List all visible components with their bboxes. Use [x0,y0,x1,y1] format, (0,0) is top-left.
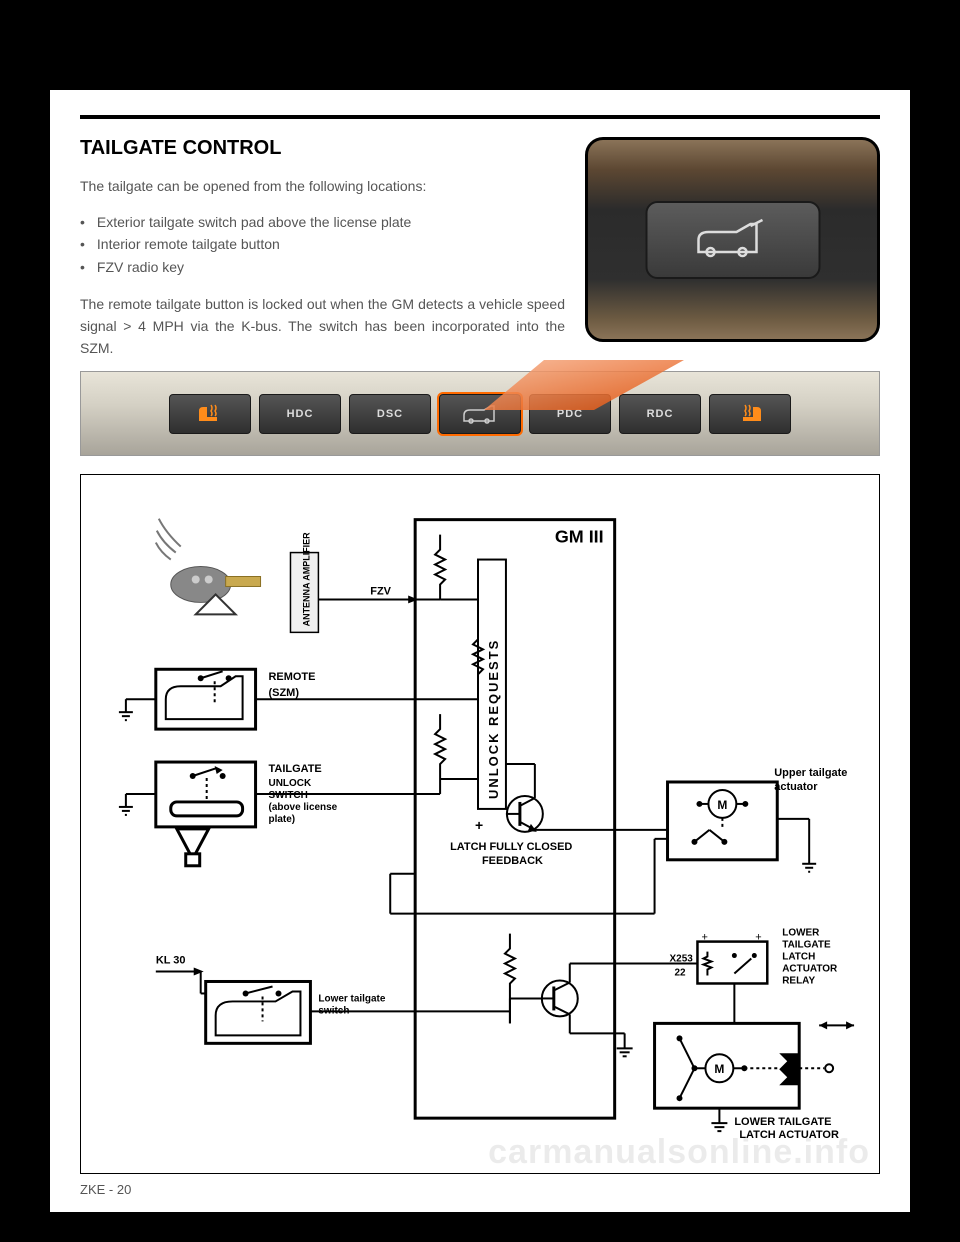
tailgate-switch-label: TAILGATE [269,763,322,775]
svg-text:Upper tailgate: Upper tailgate [774,767,847,779]
seat-heater-right-button [709,394,791,434]
dashboard-strip-photo: HDC DSC PDC RDC [80,371,880,456]
tailgate-button-photo [585,137,880,342]
svg-text:ACTUATOR: ACTUATOR [782,964,837,975]
pdc-button: PDC [529,394,611,434]
svg-text:LOWER TAILGATE: LOWER TAILGATE [734,1116,831,1128]
dsc-button: DSC [349,394,431,434]
svg-text:Lower tailgate: Lower tailgate [318,994,385,1005]
kl30-label: KL 30 [156,955,186,967]
antenna-amp-label: ANTENNA AMPLIFIER [301,532,311,627]
upper-tailgate-actuator: M [668,782,778,860]
svg-text:M: M [714,1062,724,1076]
bullet-list: Exterior tailgate switch pad above the l… [80,211,565,278]
tailgate-button-closeup [645,201,820,279]
svg-text:switch: switch [318,1006,349,1017]
page-title: TAILGATE CONTROL [80,137,565,160]
intro-text: The tailgate can be opened from the foll… [80,176,565,197]
svg-text:(above license: (above license [269,802,338,813]
hdc-button: HDC [259,394,341,434]
svg-text:SWITCH: SWITCH [269,790,308,801]
svg-text:TAILGATE: TAILGATE [782,940,831,951]
key-fob-icon [156,519,261,615]
text-block: TAILGATE CONTROL The tailgate can be ope… [80,137,565,359]
lower-tailgate-switch [206,982,311,1044]
remote-label: REMOTE [269,671,316,683]
fzv-label: FZV [370,586,391,598]
svg-text:UNLOCK: UNLOCK [269,778,312,789]
svg-text:+: + [755,932,761,944]
svg-text:LOWER: LOWER [782,928,819,939]
lower-latch-relay: + + [697,932,767,984]
top-rule [80,115,880,119]
header-section: TAILGATE CONTROL The tailgate can be ope… [80,137,880,359]
document-page: TAILGATE CONTROL The tailgate can be ope… [50,90,910,1212]
tailgate-dash-button [439,394,521,434]
unlock-requests-label: UNLOCK REQUESTS [486,639,501,799]
bullet-item: Interior remote tailgate button [80,233,565,255]
tailgate-unlock-switch [156,762,256,866]
svg-text:RELAY: RELAY [782,976,815,987]
latch-feedback-label1: LATCH FULLY CLOSED [450,841,572,853]
x253-pin: 22 [675,968,687,979]
svg-text:+: + [475,817,483,833]
lower-latch-actuator: M [655,1024,834,1109]
watermark: carmanualsonline.info [488,1133,870,1172]
diagram-svg: GM III UNLOCK REQUESTS + [81,475,879,1173]
page-footer: ZKE - 20 [80,1182,880,1197]
car-tailgate-icon [693,218,773,262]
wiring-diagram: GM III UNLOCK REQUESTS + [80,474,880,1174]
latch-feedback-label2: FEEDBACK [482,855,543,867]
szm-label: (SZM) [269,687,300,699]
remote-szm-switch [156,670,256,730]
svg-text:+: + [701,932,707,944]
body-paragraph: The remote tailgate button is locked out… [80,294,565,359]
gm-label: GM III [555,527,604,547]
x253-label: X253 [670,954,694,965]
svg-text:actuator: actuator [774,781,818,793]
bullet-item: FZV radio key [80,256,565,278]
svg-text:LATCH: LATCH [782,952,815,963]
svg-text:plate): plate) [269,814,296,825]
rdc-button: RDC [619,394,701,434]
seat-heater-left-button [169,394,251,434]
bullet-item: Exterior tailgate switch pad above the l… [80,211,565,233]
svg-text:M: M [717,798,727,812]
